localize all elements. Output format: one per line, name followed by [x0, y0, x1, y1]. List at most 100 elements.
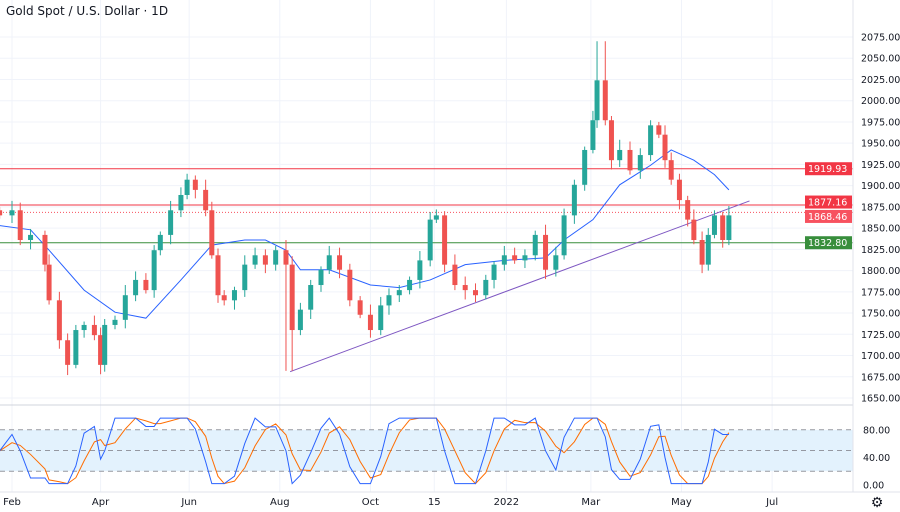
candle-body: [433, 215, 439, 220]
candle-body: [378, 305, 384, 331]
level-label: 1832.80: [808, 238, 847, 249]
x-tick-label: Jul: [765, 497, 778, 508]
x-tick-label: 2022: [494, 497, 519, 508]
y-tick-label: 1975.00: [861, 117, 900, 128]
candle-body: [143, 279, 149, 291]
grid: [0, 0, 853, 492]
level-label: 1877.16: [808, 198, 847, 209]
candle-body: [98, 335, 104, 365]
candle-body: [386, 295, 392, 306]
y-tick-label: 2000.00: [861, 96, 900, 107]
candle-body: [308, 285, 314, 310]
candle-body: [571, 184, 577, 216]
candle-body: [0, 210, 3, 216]
trendline-line: [289, 200, 750, 373]
y-tick-label: 1900.00: [861, 181, 900, 192]
candle-body: [501, 255, 507, 265]
candle-body: [133, 279, 139, 296]
candle-body: [691, 219, 697, 241]
y-tick-label: 1650.00: [861, 393, 900, 404]
candle-body: [532, 234, 538, 256]
candle-body: [151, 250, 157, 291]
y-tick-label: 2025.00: [861, 75, 900, 86]
candle-body: [627, 149, 633, 171]
x-tick-label: Jun: [180, 497, 197, 508]
y-tick-label: 1750.00: [861, 309, 900, 320]
x-tick-label: Feb: [3, 497, 21, 508]
candle-body: [46, 264, 52, 301]
candle-body: [28, 234, 34, 241]
candle-body: [699, 240, 705, 265]
candle-body: [112, 319, 118, 325]
candle-body: [711, 215, 717, 235]
candle-body: [297, 309, 303, 331]
y-tick-label: 1875.00: [861, 202, 900, 213]
candle-body: [656, 125, 662, 135]
stoch-k-line: [0, 417, 729, 485]
x-tick-label: 15: [428, 497, 441, 508]
candle-body: [9, 210, 15, 216]
candle-body: [318, 269, 324, 286]
symbol-title: Gold Spot / U.S. Dollar · 1D: [6, 4, 169, 18]
y-tick-label: 2075.00: [861, 33, 900, 44]
x-tick-label: Oct: [362, 497, 379, 508]
trendline: [289, 200, 750, 373]
candle-body: [17, 210, 23, 241]
candle-body: [668, 160, 674, 180]
candle-body: [273, 250, 279, 265]
candle-body: [102, 324, 108, 365]
level-badge: [805, 236, 852, 250]
candle-body: [427, 219, 433, 261]
candle-body: [157, 234, 163, 251]
candle-body: [720, 215, 726, 241]
x-tick-label: Mar: [581, 497, 601, 508]
candle-body: [168, 210, 174, 235]
candle-body: [648, 125, 654, 156]
x-tick-label: May: [671, 497, 692, 508]
y-tick-label: 1850.00: [861, 224, 900, 235]
candle-body: [582, 149, 588, 185]
candle-body: [122, 295, 128, 320]
candle-body: [209, 210, 215, 256]
candle-body: [561, 215, 567, 256]
stoch-tick-label: 40.00: [863, 453, 890, 464]
y-tick-label: 2050.00: [861, 54, 900, 65]
candle-body: [705, 234, 711, 265]
ma-line: [0, 149, 730, 319]
candle-body: [231, 290, 237, 301]
candle-body: [73, 330, 79, 365]
candle-body: [215, 255, 221, 296]
level-badge: [805, 209, 852, 223]
candle-body: [662, 134, 668, 161]
candle-body: [283, 250, 289, 265]
y-tick-label: 1950.00: [861, 139, 900, 150]
x-tick-label: Apr: [92, 497, 110, 508]
candle-body: [221, 295, 227, 301]
candle-body: [184, 179, 190, 195]
level-badge: [805, 162, 852, 176]
x-tick-label: Aug: [270, 497, 290, 508]
candle-body: [617, 149, 623, 161]
candle-body: [347, 269, 353, 301]
candle-body: [608, 120, 614, 161]
settings-gear-icon[interactable]: ⚙: [871, 495, 884, 511]
horizontal-levels: [0, 168, 853, 244]
candle-body: [192, 179, 198, 190]
moving-average: [0, 149, 730, 319]
candle-body: [242, 264, 248, 291]
stochastic-pane: [0, 417, 853, 485]
candle-body: [367, 314, 373, 331]
candle-body: [462, 285, 468, 291]
level-label: 1868.46: [808, 212, 847, 223]
y-tick-label: 1725.00: [861, 330, 900, 341]
candle-body: [252, 255, 258, 265]
y-tick-label: 1775.00: [861, 287, 900, 298]
candles: [0, 41, 732, 376]
candle-body: [483, 279, 489, 296]
y-tick-label: 1925.00: [861, 160, 900, 171]
candle-body: [553, 255, 559, 270]
candle-body: [178, 194, 184, 211]
